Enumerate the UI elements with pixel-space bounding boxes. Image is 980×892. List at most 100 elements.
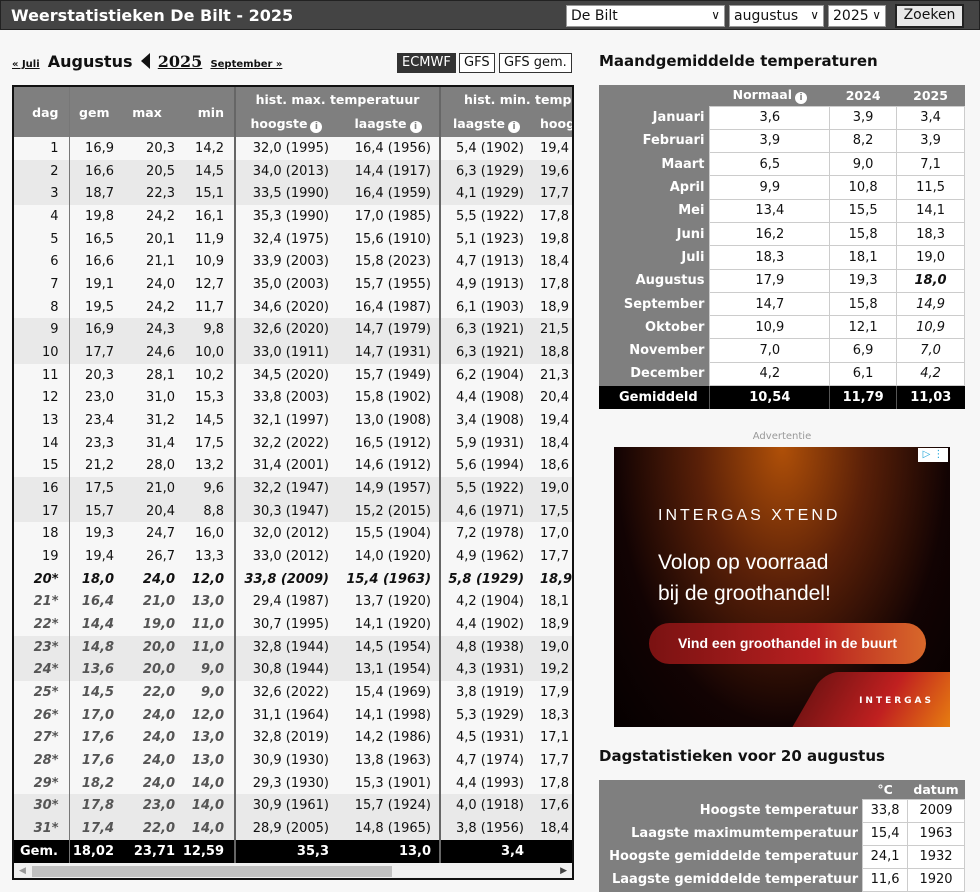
ad-logo: INTERGAS	[859, 696, 934, 706]
stat-date: 2009	[907, 798, 965, 823]
cell-max: 31,4	[146, 435, 175, 451]
table-row: 7 19,1 24,0 12,7 35,0 (2003) 15,7 (1955) 4,9 (…	[14, 273, 572, 296]
cell-max: 24,0	[146, 276, 175, 292]
location-select[interactable]: De Bilt ∨	[566, 5, 725, 27]
next-month-link[interactable]: September »	[210, 59, 283, 70]
cell-gem: 19,4	[68, 545, 119, 568]
header-label: hoogste	[540, 116, 572, 131]
cell-hist-max-laagste: 14,2 (1986)	[354, 730, 432, 746]
search-button[interactable]: Zoeken	[895, 4, 964, 28]
cell-2024: 15,8	[829, 291, 898, 317]
info-icon[interactable]: i	[310, 121, 323, 133]
cell-normaal: 3,6	[709, 105, 831, 130]
cell-gem: 20,3	[68, 363, 119, 387]
stat-value: 24,1	[862, 844, 909, 869]
month-row: September 14,7 15,8 14,9	[599, 291, 965, 317]
cell-hist-max-laagste: 15,8 (1902)	[354, 390, 432, 406]
cell-normaal: 13,4	[709, 198, 831, 223]
ad-label: Advertentie	[752, 431, 812, 442]
model-gfs-button[interactable]: GFS	[459, 53, 495, 73]
cell-hist-max-hoogste: 32,6 (2022)	[234, 681, 337, 704]
table-row: 29* 18,2 24,0 14,0 29,3 (1930) 15,3 (1901) 4,4…	[14, 771, 572, 795]
cell-max: 24,3	[119, 318, 175, 342]
cell-dag: 22*	[33, 616, 59, 632]
cell-hist-max-laagste: 15,5 (1904)	[354, 526, 432, 542]
cell-hist-min-hoogste: 19,8	[540, 231, 569, 247]
ad-cta-button[interactable]: Vind een groothandel in de buurt	[649, 623, 926, 664]
cell-hist-max-hoogste: 30,3 (1947)	[234, 499, 337, 523]
info-icon[interactable]: i	[409, 121, 422, 133]
adchoices-icon[interactable]: ▷ ⋮	[918, 448, 948, 462]
cell-hist-max-laagste: 15,7 (1949)	[354, 367, 432, 383]
daystat-row: Hoogste gemiddelde temperatuur 24,1 1932	[599, 844, 965, 869]
header-label: Normaal	[732, 86, 793, 102]
cell-dag: 6	[50, 254, 59, 270]
cell-min: 12,59	[175, 839, 235, 863]
cell-max: 19,0	[142, 616, 175, 632]
month-value: augustus	[734, 8, 799, 24]
cell-hist-max-laagste: 16,4 (1956)	[354, 140, 432, 156]
scroll-right-icon[interactable]: ▶	[560, 866, 567, 876]
chevron-down-icon: ∨	[872, 8, 881, 22]
model-gfs-gem-button[interactable]: GFS gem.	[499, 53, 572, 73]
cell-hist-max-laagste: 15,7 (1924)	[337, 794, 441, 818]
scroll-left-icon[interactable]: ◀	[19, 866, 26, 876]
cell-hist-min-laagste: 6,3 (1929)	[439, 159, 533, 183]
triangle-left-icon[interactable]	[140, 53, 150, 69]
year-select[interactable]: 2025 ∨	[828, 5, 886, 27]
horizontal-scrollbar[interactable]: ◀ ▶	[14, 863, 572, 878]
cell-hist-max-laagste: 13,7 (1920)	[354, 594, 432, 610]
cell-max: 20,1	[146, 231, 175, 247]
advertisement[interactable]: ▷ ⋮ INTERGAS XTEND Volop op voorraad bij …	[614, 447, 950, 727]
location-value: De Bilt	[571, 8, 618, 24]
info-icon[interactable]: i	[795, 91, 808, 104]
month-select[interactable]: augustus ∨	[729, 5, 824, 27]
scrollbar-thumb[interactable]	[32, 866, 392, 877]
cell-hist-min-hoogste: 17,8	[540, 775, 569, 791]
cell-hist-max-laagste: 14,8 (1965)	[337, 817, 441, 840]
stat-label: Hoogste gemiddelde temperatuur	[599, 845, 863, 868]
prev-month-link[interactable]: « Juli	[12, 59, 40, 70]
cell-gem: 18,2	[68, 771, 119, 795]
cell-normaal: 18,3	[709, 245, 831, 270]
cell-hist-max-hoogste: 32,0 (1995)	[234, 137, 337, 160]
cell-dag: 1	[50, 140, 59, 156]
table-row: 25* 14,5 22,0 9,0 32,6 (2022) 15,4 (1969) 3,8 …	[14, 681, 572, 704]
cell-max: 20,4	[119, 499, 175, 523]
cell-gem: 23,4	[68, 409, 119, 432]
cell-hist-min-laagste: 5,8 (1929)	[439, 567, 533, 591]
cell-hist-max-hoogste: 30,7 (1995)	[234, 613, 337, 636]
cell-hist-max-hoogste: 29,4 (1987)	[234, 590, 337, 614]
cell-hist-min-laagste: 4,1 (1929)	[439, 182, 533, 206]
cell-2025: 11,03	[896, 385, 965, 409]
info-icon[interactable]: i	[508, 121, 521, 133]
average-row: Gemiddeld 10,54 11,79 11,03	[599, 385, 965, 409]
table-row: 13 23,4 31,2 14,5 32,1 (1997) 13,0 (1908) 3,4 …	[14, 409, 572, 432]
model-ecmwf-button[interactable]: ECMWF	[397, 53, 456, 73]
cell-min: 11,0	[191, 616, 224, 632]
cell-max: 20,5	[119, 159, 175, 183]
cell-2025: 4,2	[896, 361, 965, 387]
cell-2024: 9,0	[829, 152, 898, 177]
cell-hist-max-hoogste: 32,1 (1997)	[234, 409, 337, 432]
table-row: 23* 14,8 20,0 11,0 32,8 (1944) 14,5 (1954) 4,8…	[14, 635, 572, 659]
cell-max: 24,0	[142, 775, 175, 791]
cell-hist-min-hoogste: 18,4	[532, 817, 572, 840]
cell-2024: 3,9	[829, 105, 898, 130]
cell-hist-min-hoogste: 18,4	[540, 254, 569, 270]
ad-brand: INTERGAS XTEND	[658, 507, 841, 524]
cell-2025: 18,0	[896, 268, 965, 293]
cell-hist-min-hoogste: 18,4	[540, 435, 569, 451]
cell-gem: 17,0	[68, 703, 119, 727]
top-bar: Weerstatistieken De Bilt - 2025 De Bilt ∨…	[0, 0, 980, 30]
cell-gem: 16,9	[68, 137, 119, 160]
cell-2025: 7,0	[896, 338, 965, 363]
cell-hist-max-hoogste: 29,3 (1930)	[234, 771, 337, 795]
cell-min: 14,0	[175, 817, 235, 840]
year-link[interactable]: 2025	[157, 52, 203, 71]
cell-hist-min-hoogste: 17,8	[540, 208, 569, 224]
corner	[599, 85, 710, 106]
cell-hist-min-hoogste: 17,1	[540, 730, 569, 746]
cell-normaal: 16,2	[709, 221, 831, 247]
table-row: 11 20,3 28,1 10,2 34,5 (2020) 15,7 (1949) 6,2 …	[14, 363, 572, 387]
